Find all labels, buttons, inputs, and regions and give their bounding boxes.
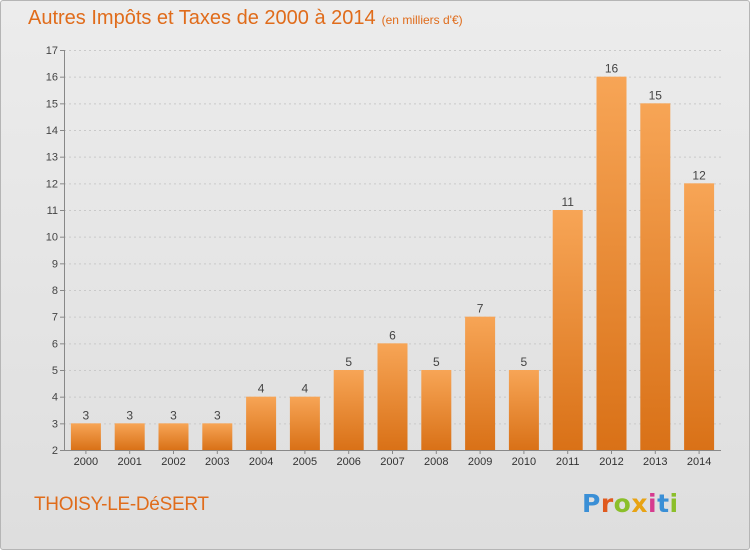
x-tick-label: 2008 xyxy=(424,456,448,468)
y-tick-label: 6 xyxy=(52,338,58,350)
data-label: 15 xyxy=(649,88,663,102)
data-label: 7 xyxy=(477,302,484,316)
bar-2007 xyxy=(377,343,408,450)
logo-letter: P xyxy=(582,489,601,518)
data-label: 12 xyxy=(692,168,706,182)
bar-2004 xyxy=(246,396,277,450)
x-tick-label: 2003 xyxy=(205,456,229,468)
x-tick-label: 2009 xyxy=(468,456,492,468)
bar-2001 xyxy=(114,423,145,450)
y-tick-label: 8 xyxy=(52,285,58,297)
x-tick-label: 2002 xyxy=(161,456,185,468)
bar-2013 xyxy=(640,103,671,450)
data-label: 3 xyxy=(170,408,177,422)
x-tick-label: 2004 xyxy=(249,456,273,468)
data-label: 16 xyxy=(605,62,619,76)
y-tick-label: 15 xyxy=(46,98,58,110)
x-tick-label: 2005 xyxy=(293,456,317,468)
bar-2002 xyxy=(158,423,189,450)
x-tick-labels: 2000 2001 2002 2003 2004 2005 2006 2007 2008 2009… xyxy=(74,456,712,468)
commune-name: THOISY-LE-DéSERT xyxy=(34,494,209,515)
data-label: 4 xyxy=(258,382,265,396)
bar-2008 xyxy=(421,370,452,450)
data-label: 3 xyxy=(126,408,133,422)
data-label: 11 xyxy=(561,195,574,209)
y-tick-label: 17 xyxy=(46,45,58,57)
logo-letter: o xyxy=(613,489,632,518)
y-tick-labels: 2 3 4 5 6 7 8 9 10 11 12 13 14 15 16 17 xyxy=(46,45,58,457)
y-tick-label: 4 xyxy=(52,392,58,404)
data-label: 5 xyxy=(345,355,352,369)
logo-letter: t xyxy=(657,489,670,518)
data-label: 5 xyxy=(433,355,440,369)
x-tick-label: 2001 xyxy=(117,456,141,468)
y-tick-label: 16 xyxy=(46,72,58,84)
x-tick-label: 2007 xyxy=(380,456,404,468)
data-label: 3 xyxy=(83,408,90,422)
data-label: 3 xyxy=(214,408,221,422)
chart-title-unit: (en milliers d'€) xyxy=(381,13,463,27)
chart-title: Autres Impôts et Taxes de 2000 à 2014 (en… xyxy=(28,7,463,30)
y-tick-label: 13 xyxy=(46,152,58,164)
y-tick-label: 14 xyxy=(46,125,58,137)
bar-2003 xyxy=(202,423,233,450)
data-label: 5 xyxy=(521,355,528,369)
bars xyxy=(70,76,715,451)
data-labels: 3 3 3 3 4 4 5 6 5 7 5 11 16 15 12 xyxy=(83,62,707,423)
x-tick-label: 2011 xyxy=(556,456,580,468)
bar-2000 xyxy=(70,423,101,450)
x-tick-label: 2012 xyxy=(599,456,623,468)
bar-2005 xyxy=(289,396,320,450)
y-tick-label: 3 xyxy=(52,418,58,430)
logo-letter: x xyxy=(631,489,648,518)
data-label: 6 xyxy=(389,328,396,342)
x-tick-label: 2006 xyxy=(336,456,360,468)
axes xyxy=(60,50,721,454)
logo-letter: i xyxy=(648,489,658,518)
bar-2012 xyxy=(596,76,627,451)
x-tick-label: 2013 xyxy=(643,456,667,468)
data-label: 4 xyxy=(302,382,309,396)
y-tick-label: 2 xyxy=(52,445,58,457)
y-tick-label: 12 xyxy=(46,178,58,190)
chart-title-main: Autres Impôts et Taxes de 2000 à 2014 xyxy=(28,7,376,29)
logo-letter: i xyxy=(669,489,679,518)
x-tick-label: 2000 xyxy=(74,456,98,468)
bar-2011 xyxy=(552,210,583,450)
bar-2010 xyxy=(508,370,539,450)
y-tick-label: 9 xyxy=(52,258,58,270)
x-tick-label: 2010 xyxy=(512,456,536,468)
bar-2006 xyxy=(333,370,364,450)
x-tick-label: 2014 xyxy=(687,456,711,468)
y-tick-label: 11 xyxy=(47,205,58,217)
y-tick-label: 5 xyxy=(52,365,58,377)
proxiti-logo[interactable]: Proxiti xyxy=(582,489,679,518)
logo-letter: r xyxy=(600,489,614,518)
bar-2009 xyxy=(465,316,496,450)
y-tick-label: 7 xyxy=(52,312,58,324)
bar-2014 xyxy=(684,183,715,451)
y-tick-label: 10 xyxy=(46,232,58,244)
